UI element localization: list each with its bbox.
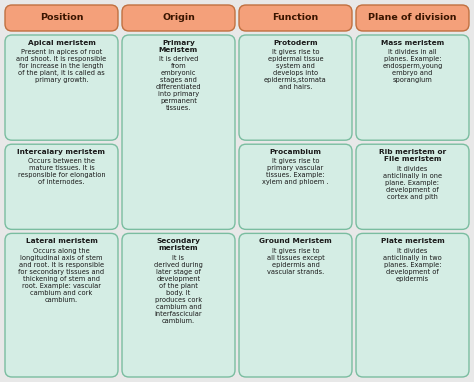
Text: Position: Position	[40, 13, 83, 23]
FancyBboxPatch shape	[122, 35, 235, 229]
Text: It gives rise to
all tissues except
epidermis and
vascular strands.: It gives rise to all tissues except epid…	[266, 248, 324, 275]
Text: Primary
Meristem: Primary Meristem	[159, 40, 198, 53]
FancyBboxPatch shape	[239, 35, 352, 140]
Text: It divides
anticlinally in two
planes. Example:
development of
epidermis: It divides anticlinally in two planes. E…	[383, 248, 442, 282]
Text: Plate meristem: Plate meristem	[381, 238, 444, 244]
Text: It gives rise to
primary vascular
tissues. Example:
xylem and phloem .: It gives rise to primary vascular tissue…	[262, 159, 329, 185]
FancyBboxPatch shape	[5, 35, 118, 140]
Text: It gives rise to
epidermal tissue
system and
develops into
epidermis,stomata
and: It gives rise to epidermal tissue system…	[264, 49, 327, 90]
FancyBboxPatch shape	[5, 144, 118, 229]
Text: It is derived
from
embryonic
stages and
differentiated
into primary
permanent
ti: It is derived from embryonic stages and …	[155, 56, 201, 111]
Text: Ground Meristem: Ground Meristem	[259, 238, 332, 244]
Text: Protoderm: Protoderm	[273, 40, 318, 46]
FancyBboxPatch shape	[5, 233, 118, 377]
Text: Origin: Origin	[162, 13, 195, 23]
Text: Occurs between the
mature tissues. It is
responsible for elongation
of internode: Occurs between the mature tissues. It is…	[18, 159, 105, 185]
Text: It divides
anticlinally in one
plane. Example:
development of
cortex and pith: It divides anticlinally in one plane. Ex…	[383, 165, 442, 199]
FancyBboxPatch shape	[356, 144, 469, 229]
FancyBboxPatch shape	[239, 233, 352, 377]
FancyBboxPatch shape	[356, 233, 469, 377]
Text: Apical meristem: Apical meristem	[27, 40, 95, 46]
Text: Function: Function	[273, 13, 319, 23]
Text: Occurs along the
longitudinal axis of stem
and root. It is responsible
for secon: Occurs along the longitudinal axis of st…	[18, 248, 105, 303]
Text: Secondary
meristem: Secondary meristem	[156, 238, 201, 251]
FancyBboxPatch shape	[5, 5, 118, 31]
Text: Intercalary meristem: Intercalary meristem	[18, 149, 106, 155]
Text: Mass meristem: Mass meristem	[381, 40, 444, 46]
Text: Rib meristem or
File meristem: Rib meristem or File meristem	[379, 149, 446, 162]
FancyBboxPatch shape	[356, 35, 469, 140]
FancyBboxPatch shape	[239, 144, 352, 229]
FancyBboxPatch shape	[239, 5, 352, 31]
Text: It is
derived during
later stage of
development
of the plant
body. It
produces c: It is derived during later stage of deve…	[154, 255, 203, 324]
Text: Plane of division: Plane of division	[368, 13, 457, 23]
Text: It divides in all
planes. Example:
endosperm,young
embryo and
sporangium: It divides in all planes. Example: endos…	[383, 49, 443, 83]
FancyBboxPatch shape	[122, 233, 235, 377]
Text: Procambium: Procambium	[270, 149, 321, 155]
Text: Present in apices of root
and shoot. It is responsible
for increase in the lengt: Present in apices of root and shoot. It …	[17, 49, 107, 83]
FancyBboxPatch shape	[356, 5, 469, 31]
Text: Lateral meristem: Lateral meristem	[26, 238, 98, 244]
FancyBboxPatch shape	[122, 5, 235, 31]
